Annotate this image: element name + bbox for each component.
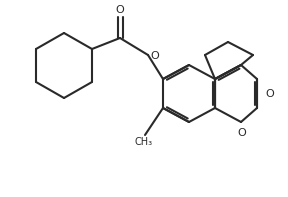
Text: O: O: [115, 5, 124, 15]
Text: O: O: [150, 51, 159, 61]
Text: O: O: [238, 128, 246, 138]
Text: CH₃: CH₃: [135, 137, 153, 147]
Text: O: O: [265, 88, 274, 98]
